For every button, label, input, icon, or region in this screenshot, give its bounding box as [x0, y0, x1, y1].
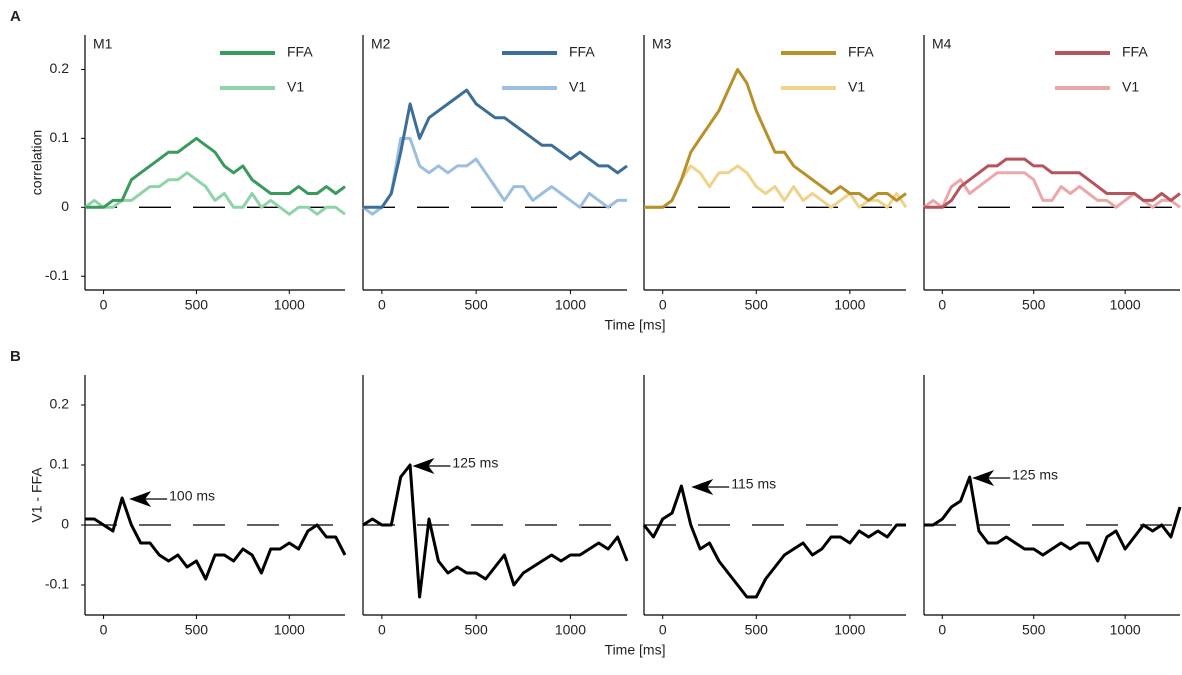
data-line: [924, 157, 1181, 209]
x-tick-label: 1000: [834, 622, 865, 638]
legend-label: FFA: [569, 44, 595, 60]
x-tick-label: 1000: [834, 297, 865, 313]
data-line: [84, 171, 346, 216]
legend-label: FFA: [287, 44, 313, 60]
annotation-arrowhead: [691, 479, 714, 495]
x-tick-label: 1000: [274, 622, 305, 638]
x-tick-label: 1000: [1110, 297, 1141, 313]
y-tick-label: 0.1: [50, 456, 70, 472]
data-line: [362, 463, 629, 599]
data-line: [924, 475, 1182, 563]
y-tick-label: 0: [61, 198, 69, 214]
y-tick-label: 0.2: [50, 60, 70, 76]
x-tick-label: 0: [938, 297, 946, 313]
data-line: [85, 496, 347, 581]
x-tick-label: 1000: [555, 622, 586, 638]
data-line: [362, 136, 627, 216]
x-tick-label: 500: [464, 622, 488, 638]
annotation-label: 115 ms: [731, 476, 776, 492]
annotation-label: 125 ms: [452, 455, 498, 471]
y-tick-label: 0: [61, 516, 69, 532]
legend-label: V1: [287, 79, 304, 95]
y-tick-label: 0.2: [50, 396, 70, 412]
panel-title: M3: [652, 36, 672, 52]
annotation-arrowhead: [412, 458, 435, 474]
x-tick-label: 500: [464, 297, 488, 313]
legend-label: FFA: [1122, 44, 1148, 60]
x-tick-label: 500: [1022, 297, 1046, 313]
x-axis-label: Time [ms]: [605, 317, 666, 333]
x-axis-label: Time [ms]: [605, 642, 666, 658]
data-line: [923, 171, 1181, 209]
legend-label: V1: [569, 79, 586, 95]
x-tick-label: 0: [100, 297, 108, 313]
x-tick-label: 0: [378, 297, 386, 313]
legend-label: V1: [848, 79, 865, 95]
y-tick-label: -0.1: [45, 267, 69, 283]
data-line: [642, 484, 906, 599]
x-tick-label: 1000: [555, 297, 586, 313]
x-tick-label: 0: [659, 622, 667, 638]
data-line: [363, 88, 628, 209]
panel-title: M2: [371, 36, 391, 52]
x-tick-label: 0: [378, 622, 386, 638]
panel-title: M1: [93, 36, 113, 52]
legend-label: FFA: [848, 44, 874, 60]
x-tick-label: 500: [185, 297, 209, 313]
x-tick-label: 500: [745, 622, 769, 638]
annotation-arrowhead: [972, 470, 995, 486]
x-tick-label: 1000: [274, 297, 305, 313]
annotation-arrowhead: [129, 491, 152, 507]
x-tick-label: 500: [1022, 622, 1046, 638]
y-axis-label: correlation: [29, 130, 45, 195]
x-tick-label: 0: [938, 622, 946, 638]
data-line: [644, 164, 908, 209]
y-tick-label: -0.1: [45, 576, 69, 592]
x-tick-label: 500: [745, 297, 769, 313]
legend-label: V1: [1122, 79, 1139, 95]
x-tick-label: 0: [659, 297, 667, 313]
x-tick-label: 500: [185, 622, 209, 638]
annotation-label: 125 ms: [1012, 467, 1058, 483]
panel-title: M4: [932, 36, 952, 52]
data-line: [85, 136, 346, 209]
annotation-label: 100 ms: [169, 488, 215, 504]
x-tick-label: 1000: [1110, 622, 1141, 638]
panel-label: A: [10, 8, 21, 25]
y-axis-label: V1 - FFA: [29, 467, 45, 523]
y-tick-label: 0.1: [50, 129, 70, 145]
data-line: [644, 68, 907, 209]
x-tick-label: 0: [100, 622, 108, 638]
panel-label: B: [10, 348, 21, 365]
